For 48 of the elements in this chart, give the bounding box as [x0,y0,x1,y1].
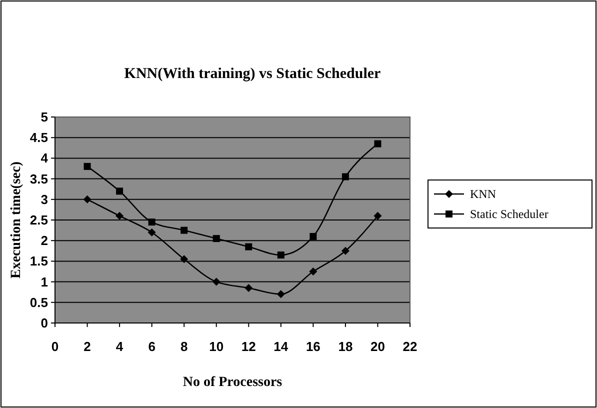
x-tick-label: 2 [84,339,91,354]
y-tick-label: 2.5 [30,212,48,228]
point [374,212,382,220]
point [277,252,284,259]
x-axis-title: No of Processors [182,375,283,390]
chart-title: KNN(With training) vs Static Scheduler [124,66,382,82]
x-tick-label: 16 [306,339,320,354]
x-tick-label: 12 [241,339,256,354]
x-tick-label: 8 [180,339,188,354]
point [148,218,156,226]
y-tick-label: 3.5 [30,171,48,186]
point [244,284,253,292]
point [309,268,318,276]
y-tick-label: 1 [40,274,48,290]
point [116,188,124,195]
x-tick-label: 18 [338,339,353,354]
point [342,173,349,180]
point [180,255,188,264]
y-tick-label: 0.5 [30,294,48,310]
y-tick-label: 3 [40,192,48,207]
x-tick-label: 10 [209,339,224,354]
x-tick-label: 4 [116,339,124,354]
point [180,226,188,234]
y-tick-label: 0 [40,316,48,330]
point [212,278,220,286]
point [148,228,156,236]
point [341,246,350,255]
y-tick-label: 5 [40,110,48,124]
point [84,162,91,170]
y-tick-label: 2 [40,233,48,248]
point [276,290,285,298]
x-tick-label: 22 [402,339,418,354]
x-tick-label: 20 [370,339,385,354]
point [310,232,317,240]
y-tick-label: 4 [40,150,49,166]
x-tick-label: 0 [51,339,59,354]
x-tick-label: 6 [148,339,156,354]
y-axis-title: Execution time(sec) [9,161,24,279]
point [374,140,382,148]
point [116,212,124,220]
y-tick-label: 4.5 [30,130,48,146]
point [83,195,92,204]
legend-label: Static Scheduler [470,207,548,221]
point [212,235,220,242]
x-tick-label: 14 [274,339,289,354]
legend-label: KNN [470,187,496,201]
y-tick-label: 1.5 [30,254,48,269]
point [245,243,252,250]
